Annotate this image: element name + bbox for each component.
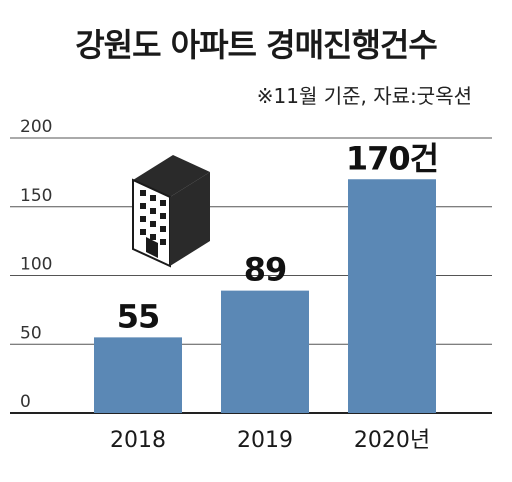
bar-2018 (94, 337, 182, 413)
apartment-building-icon (132, 155, 210, 268)
data-label: 55 (117, 297, 160, 335)
y-tick-label: 100 (20, 255, 52, 275)
bar-2019 (221, 290, 309, 413)
bar-2020년 (348, 179, 436, 413)
x-tick-label: 2020년 (354, 428, 430, 453)
x-tick-label: 2018 (110, 428, 166, 453)
x-tick-label: 2019 (237, 428, 293, 453)
bar-layer (94, 179, 436, 413)
y-tick-label: 50 (20, 323, 42, 343)
y-tick-label: 150 (20, 186, 52, 206)
chart-title: 강원도 아파트 경매진행건수 (75, 26, 438, 64)
label-layer: 0 50 100 150 200 55 2018 89 2019 170건 2020년 (20, 117, 439, 453)
y-tick-label: 0 (20, 392, 31, 412)
y-tick-label: 200 (20, 117, 52, 137)
data-label: 170건 (346, 139, 438, 177)
chart-subtitle: ※11월 기준, 자료:굿옥션 (256, 84, 472, 108)
data-label: 89 (244, 251, 287, 289)
